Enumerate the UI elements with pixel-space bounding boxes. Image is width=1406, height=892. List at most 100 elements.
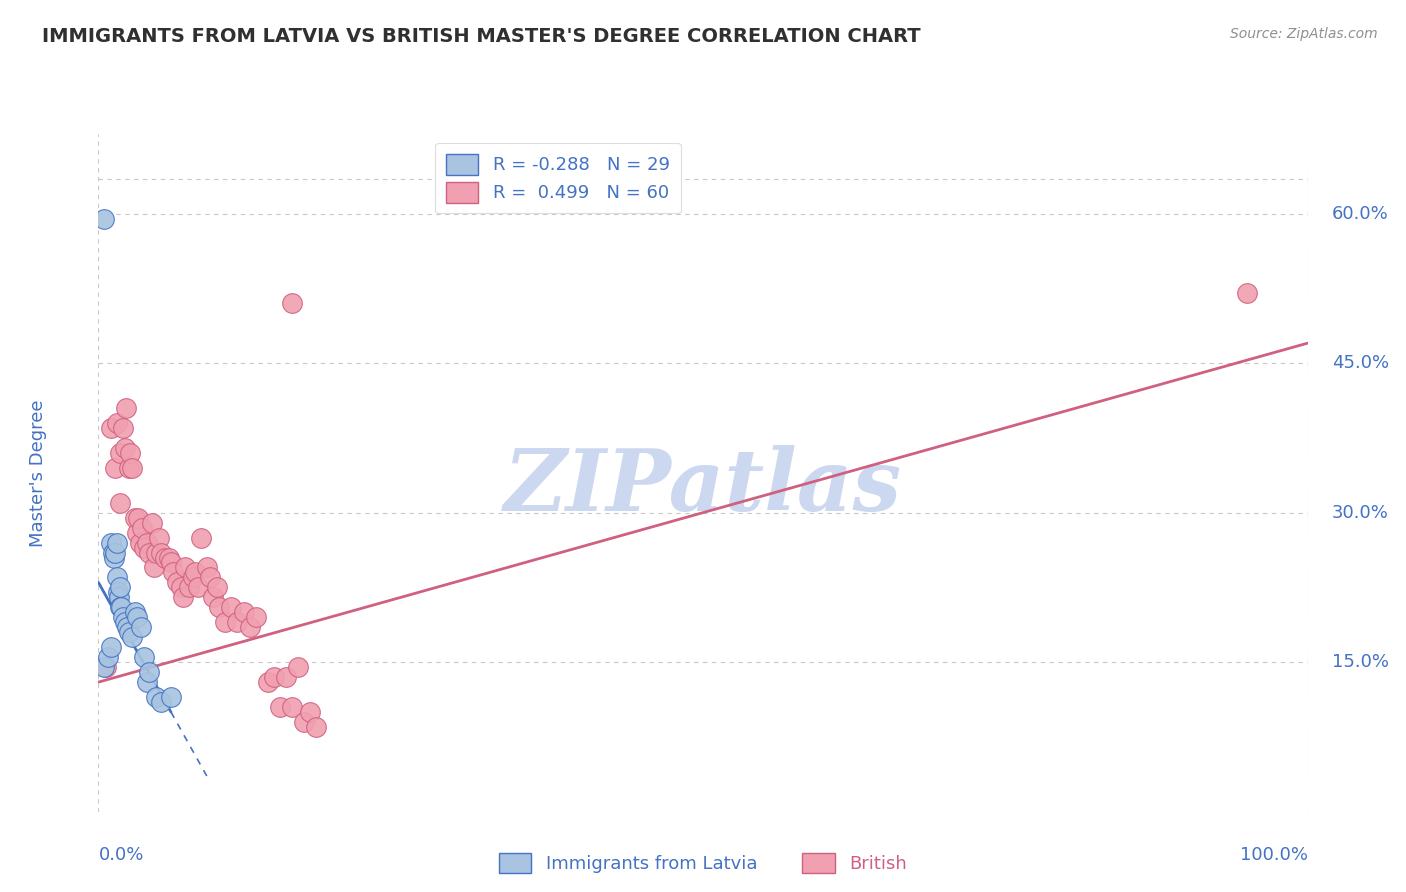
- Point: [105, 535, 128, 549]
- Point: [221, 600, 243, 615]
- Point: [263, 670, 285, 684]
- Point: [162, 566, 184, 580]
- Point: [195, 560, 218, 574]
- Point: [298, 705, 321, 719]
- Point: [148, 531, 170, 545]
- Point: [134, 650, 156, 665]
- Point: [305, 720, 328, 734]
- Point: [121, 630, 143, 644]
- Point: [214, 615, 236, 630]
- Point: [287, 660, 309, 674]
- Point: [187, 581, 209, 595]
- Point: [160, 556, 183, 570]
- Point: [114, 615, 136, 630]
- Point: [1236, 286, 1258, 301]
- Point: [100, 640, 122, 655]
- Point: [108, 581, 131, 595]
- Point: [108, 446, 131, 460]
- Point: [111, 421, 134, 435]
- Point: [118, 625, 141, 640]
- Text: IMMIGRANTS FROM LATVIA VS BRITISH MASTER'S DEGREE CORRELATION CHART: IMMIGRANTS FROM LATVIA VS BRITISH MASTER…: [42, 27, 921, 45]
- Text: ZIPatlas: ZIPatlas: [503, 444, 903, 528]
- Point: [138, 545, 160, 559]
- Point: [281, 296, 304, 310]
- Point: [128, 535, 150, 549]
- Point: [104, 460, 127, 475]
- Point: [100, 535, 122, 549]
- Point: [108, 591, 131, 605]
- Text: 30.0%: 30.0%: [1331, 504, 1389, 522]
- Point: [124, 510, 146, 524]
- Point: [127, 525, 149, 540]
- Point: [97, 650, 120, 665]
- Text: 45.0%: 45.0%: [1331, 354, 1389, 372]
- Point: [114, 441, 136, 455]
- Point: [111, 610, 134, 624]
- Point: [150, 695, 173, 709]
- Point: [169, 581, 191, 595]
- Point: [127, 610, 149, 624]
- Point: [157, 550, 180, 565]
- Point: [239, 620, 262, 634]
- Point: [190, 531, 212, 545]
- Point: [150, 545, 173, 559]
- Point: [174, 560, 197, 574]
- Text: Master's Degree: Master's Degree: [30, 399, 46, 547]
- Point: [269, 700, 291, 714]
- Point: [127, 510, 149, 524]
- Point: [245, 610, 267, 624]
- Point: [107, 585, 129, 599]
- Point: [121, 460, 143, 475]
- Point: [100, 421, 122, 435]
- Point: [202, 591, 225, 605]
- Point: [110, 600, 132, 615]
- Point: [118, 446, 141, 460]
- Text: Source: ZipAtlas.com: Source: ZipAtlas.com: [1230, 27, 1378, 41]
- Point: [177, 581, 201, 595]
- Text: 100.0%: 100.0%: [1240, 846, 1308, 863]
- Point: [226, 615, 249, 630]
- Point: [166, 575, 188, 590]
- Point: [108, 496, 131, 510]
- Point: [115, 401, 138, 415]
- Point: [256, 675, 278, 690]
- Point: [105, 416, 128, 430]
- Point: [281, 700, 304, 714]
- Text: 15.0%: 15.0%: [1331, 653, 1389, 671]
- Point: [134, 541, 156, 555]
- Point: [118, 460, 141, 475]
- Point: [198, 570, 221, 584]
- Point: [145, 690, 167, 704]
- Point: [172, 591, 194, 605]
- Point: [93, 660, 115, 674]
- Point: [141, 516, 163, 530]
- Point: [181, 570, 204, 584]
- Point: [138, 665, 160, 680]
- Legend: Immigrants from Latvia, British: Immigrants from Latvia, British: [492, 846, 914, 880]
- Point: [104, 545, 127, 559]
- Point: [184, 566, 207, 580]
- Point: [131, 520, 153, 534]
- Point: [124, 605, 146, 619]
- Point: [103, 550, 125, 565]
- Text: 60.0%: 60.0%: [1331, 204, 1389, 223]
- Point: [105, 570, 128, 584]
- Point: [205, 581, 228, 595]
- Point: [93, 211, 115, 226]
- Point: [135, 675, 157, 690]
- Point: [117, 620, 139, 634]
- Point: [101, 545, 124, 559]
- Point: [232, 605, 254, 619]
- Text: 0.0%: 0.0%: [98, 846, 143, 863]
- Point: [129, 620, 152, 634]
- Point: [160, 690, 183, 704]
- Point: [135, 535, 157, 549]
- Point: [145, 545, 167, 559]
- Point: [208, 600, 231, 615]
- Point: [94, 660, 117, 674]
- Point: [108, 600, 131, 615]
- Point: [143, 560, 166, 574]
- Point: [274, 670, 297, 684]
- Point: [153, 550, 176, 565]
- Point: [292, 714, 315, 729]
